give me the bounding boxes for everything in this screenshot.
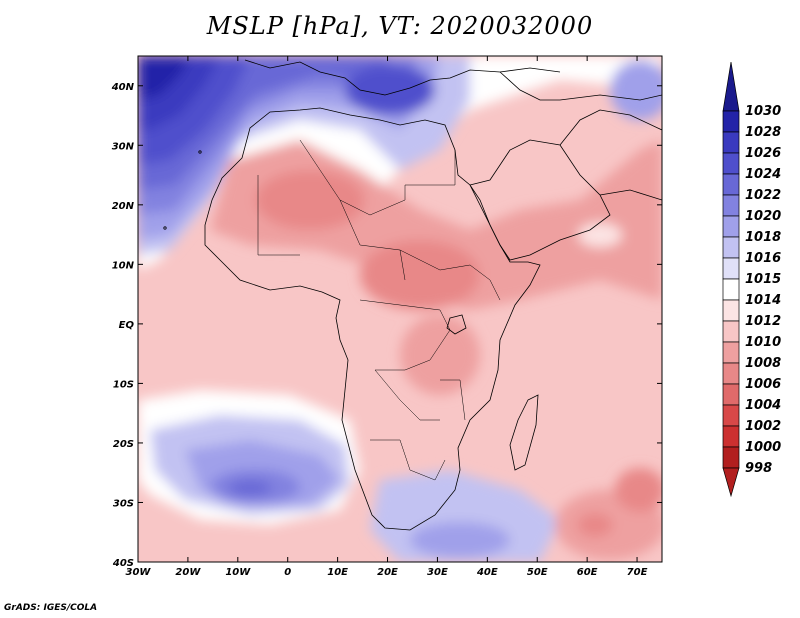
colorbar-swatch	[722, 404, 740, 427]
lat-tick-label: 10S	[113, 379, 134, 390]
colorbar-swatch	[722, 278, 740, 301]
border-egypt-sudan	[405, 150, 456, 186]
colorbar-swatch	[722, 257, 740, 280]
colorbar-label: 1024	[745, 167, 781, 182]
latitude-axis: 40N 30N 20N 10N EQ 10S 20S 30S 40S	[111, 82, 662, 569]
colorbar-label: 1018	[745, 230, 781, 245]
central-africa-low	[360, 240, 480, 310]
colorbar-swatch	[722, 383, 740, 406]
colorbar: 1030 1028 1026 1024 1022 1020 1018 1016 1015 1014…	[722, 61, 781, 498]
colorbar-swatch	[722, 215, 740, 238]
central-asia-high	[610, 60, 662, 120]
border-sudan-ethiopia	[399, 249, 501, 301]
lon-tick-label: 40E	[476, 567, 498, 578]
lat-tick-label: 30N	[112, 141, 135, 152]
colorbar-swatch	[722, 362, 740, 385]
colorbar-lower-arrow	[722, 467, 740, 498]
lon-tick-label: 60E	[577, 567, 598, 578]
lake-victoria	[446, 314, 467, 335]
plot-frame	[137, 55, 663, 563]
colorbar-swatch	[722, 194, 740, 217]
colorbar-swatch	[722, 299, 740, 322]
lon-tick-label: 20W	[175, 567, 201, 578]
colorbar-label: 1028	[745, 125, 781, 140]
colorbar-swatch	[722, 341, 740, 364]
lon-tick-label: 30W	[126, 567, 152, 578]
border-tanzania-mozambique	[440, 379, 466, 421]
lat-tick-label: 40S	[112, 558, 134, 569]
arabian-sea-weak-high	[578, 223, 622, 247]
colorbar-label: 998	[745, 461, 772, 476]
colorbar-label: 1020	[745, 209, 781, 224]
colorbar-swatch	[722, 320, 740, 343]
congo-low	[400, 315, 480, 395]
lon-tick-label: 10W	[225, 567, 251, 578]
lon-tick-label: 70E	[627, 567, 648, 578]
colorbar-swatch	[722, 446, 740, 469]
pakistan-coastline	[599, 189, 662, 201]
iran-coastline	[559, 109, 662, 146]
colorbar-label: 1008	[745, 356, 781, 371]
europe-coastline	[244, 59, 561, 96]
colorbar-label: 1000	[745, 440, 781, 455]
isobar-1028-band	[138, 56, 190, 100]
longitude-axis: 30W 20W 10W 0 10E 20E 30E 40E 50E 60E 70E	[126, 56, 648, 578]
pressure-field	[138, 56, 662, 562]
colorbar-swatch	[722, 110, 740, 133]
colorbar-label: 1002	[745, 419, 781, 434]
africa-coastline	[204, 107, 541, 531]
border-botswana	[370, 439, 446, 481]
lat-tick-label: 20N	[112, 201, 135, 212]
colorbar-label: 1004	[745, 398, 781, 413]
map-title: MSLP [hPa], VT: 2020032000	[206, 12, 594, 40]
lon-tick-label: 0	[284, 567, 291, 578]
border-chad	[339, 199, 406, 281]
colorbar-label: 1026	[745, 146, 781, 161]
east-mediterranean-high	[345, 65, 435, 115]
arabia-coastline	[469, 139, 611, 261]
lat-tick-label: EQ	[119, 320, 135, 331]
lat-tick-label: 10N	[112, 260, 135, 271]
lat-tick-label: 30S	[113, 498, 134, 509]
colorbar-swatch	[722, 131, 740, 154]
lon-tick-label: 10E	[327, 567, 348, 578]
cape-high-core	[410, 522, 510, 558]
colorbar-label: 1022	[745, 188, 781, 203]
south-atlantic-1022	[228, 480, 272, 496]
colorbar-swatch	[722, 236, 740, 259]
colorbar-swatch	[722, 425, 740, 448]
indian-ocean-low-core	[615, 468, 662, 512]
lat-tick-label: 40N	[111, 82, 135, 93]
border-congo	[359, 299, 451, 371]
grads-credit: GrADS: IGES/COLA	[4, 603, 98, 613]
canary-islands	[198, 150, 202, 154]
colorbar-label: 1015	[745, 272, 781, 287]
sahara-low	[255, 170, 365, 230]
colorbar-label: 1010	[745, 335, 781, 350]
lon-tick-label: 20E	[377, 567, 398, 578]
black-sea-coastline	[499, 71, 662, 101]
indian-ocean-low-2	[577, 513, 613, 537]
lon-tick-label: 50E	[527, 567, 548, 578]
colorbar-label: 1016	[745, 251, 781, 266]
cape-verde-islands	[163, 226, 167, 230]
colorbar-swatch	[722, 61, 740, 112]
madagascar-coastline	[509, 394, 539, 471]
border-angola-zambia	[374, 369, 440, 421]
lon-tick-label: 30E	[427, 567, 448, 578]
colorbar-swatch	[722, 152, 740, 175]
border-algeria-niger	[299, 139, 406, 216]
colorbar-swatch	[722, 173, 740, 196]
country-borders	[257, 139, 501, 481]
colorbar-label: 1014	[745, 293, 781, 308]
lat-tick-label: 20S	[113, 439, 134, 450]
border-mali	[257, 175, 300, 256]
colorbar-label: 1012	[745, 314, 781, 329]
colorbar-label: 1006	[745, 377, 781, 392]
coastlines	[163, 59, 662, 531]
colorbar-label: 1030	[745, 104, 781, 119]
